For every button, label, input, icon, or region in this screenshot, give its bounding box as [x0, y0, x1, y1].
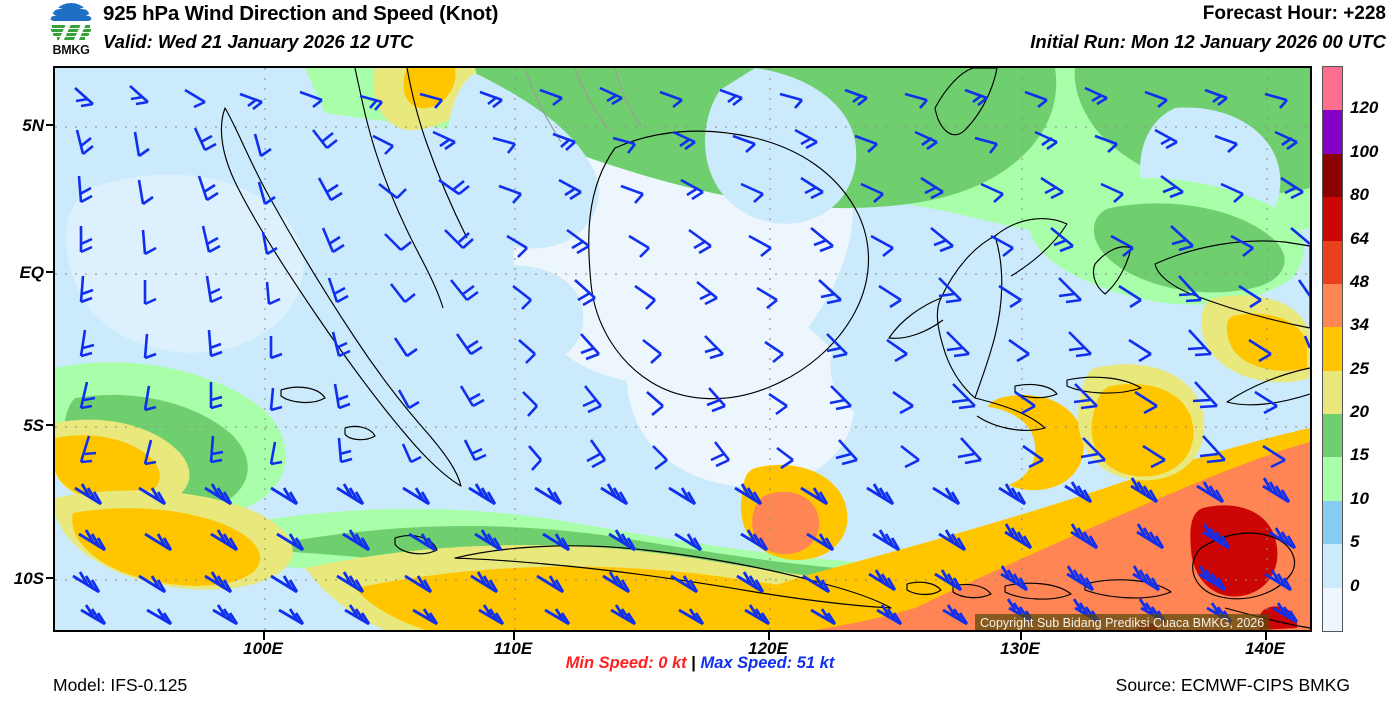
x-tick-label: 100E: [243, 639, 283, 658]
speed-extremes: Min Speed: 0 kt | Max Speed: 51 kt: [0, 654, 1400, 673]
colorbar-tick-label: 10: [1350, 488, 1369, 508]
colorbar-band: [1323, 544, 1342, 588]
colorbar-band: [1323, 370, 1342, 414]
colorbar-band: [1323, 500, 1342, 545]
y-tick-label: 5N: [22, 116, 44, 135]
colorbar-band: [1323, 110, 1342, 154]
x-tick-mark: [513, 632, 515, 640]
colorbar-tick-label: 64: [1350, 228, 1369, 248]
x-tick-label: 130E: [1000, 639, 1040, 658]
page-header: BMKG 925 hPa Wind Direction and Speed (K…: [0, 0, 1400, 60]
colorbar-band: [1323, 327, 1342, 371]
colorbar-tick-label: 34: [1350, 315, 1369, 335]
wind-map-plot: Copyright Sub Bidang Prediksi Cuaca BMKG…: [53, 66, 1312, 632]
y-tick-label: 5S: [23, 416, 44, 435]
colorbar-band: [1323, 457, 1342, 501]
colorbar-band: [1323, 240, 1342, 284]
colorbar-tick-label: 120: [1350, 98, 1379, 118]
bmkg-logo-label: BMKG: [52, 43, 90, 57]
colorbar-tick-label: 0: [1350, 575, 1360, 595]
y-tick-mark: [46, 271, 54, 273]
bmkg-logo-disc: [50, 3, 92, 45]
colorbar-tick-label: 5: [1350, 532, 1360, 552]
valid-time-label: Valid: Wed 21 January 2026 12 UTC: [103, 31, 414, 52]
x-tick-mark: [768, 632, 770, 640]
colorbar-band: [1323, 197, 1342, 241]
wind-barbs: [72, 85, 1310, 626]
colorbar-band: [1323, 153, 1342, 198]
page-title: 925 hPa Wind Direction and Speed (Knot): [103, 2, 499, 25]
colorbar-tick-label: 25: [1350, 358, 1369, 378]
colorbar-tick-label: 15: [1350, 445, 1369, 465]
bmkg-logo: BMKG: [42, 3, 100, 57]
colorbar-band: [1323, 414, 1342, 458]
initial-run-label: Initial Run: Mon 12 January 2026 00 UTC: [1030, 31, 1386, 52]
colorbar-band: [1323, 283, 1342, 328]
speed-colorbar-labels: 120 100 80 64 48 34 25 20 15 10 5 0: [1350, 66, 1400, 632]
colorbar-band: [1323, 587, 1342, 631]
y-tick-mark: [46, 424, 54, 426]
colorbar-tick-label: 48: [1350, 271, 1369, 291]
model-label: Model: IFS-0.125: [53, 675, 188, 695]
x-tick-label: 140E: [1245, 639, 1285, 658]
y-tick-label: 10S: [13, 569, 44, 588]
x-tick-label: 110E: [493, 639, 533, 658]
x-tick-label: 120E: [748, 639, 788, 658]
colorbar-tick-label: 100: [1350, 141, 1379, 161]
wind-map-svg: [55, 68, 1310, 630]
colorbar-band: [1323, 67, 1342, 111]
speed-separator: |: [691, 654, 696, 672]
source-label: Source: ECMWF-CIPS BMKG: [1115, 675, 1350, 695]
colorbar-tick-label: 20: [1350, 402, 1369, 422]
y-tick-label: EQ: [19, 263, 44, 282]
max-speed-label: Max Speed: 51 kt: [700, 654, 835, 672]
y-tick-mark: [46, 124, 54, 126]
colorbar-tick-label: 80: [1350, 185, 1369, 205]
y-tick-mark: [46, 577, 54, 579]
x-tick-mark: [1020, 632, 1022, 640]
min-speed-label: Min Speed: 0 kt: [565, 654, 687, 672]
x-tick-mark: [263, 632, 265, 640]
coastlines: [220, 68, 1310, 629]
forecast-hour-label: Forecast Hour: +228: [1202, 3, 1386, 24]
x-tick-mark: [1265, 632, 1267, 640]
copyright-watermark: Copyright Sub Bidang Prediksi Cuaca BMKG…: [975, 614, 1270, 630]
speed-colorbar: [1322, 66, 1343, 632]
